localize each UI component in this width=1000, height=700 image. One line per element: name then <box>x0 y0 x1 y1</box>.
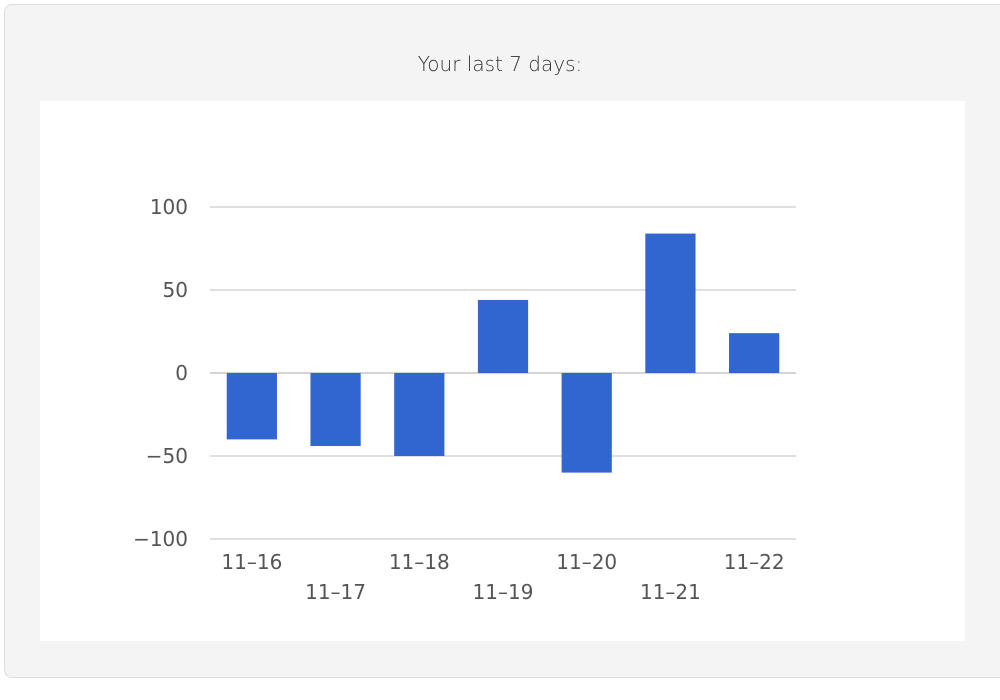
bar-11-17[interactable] <box>310 373 361 447</box>
x-tick-label: 11–17 <box>305 580 366 604</box>
chart-panel: 100 50 0 −50 −100 11–16 11–17 11–18 11–19 11–20 1… <box>40 101 965 641</box>
bar-11-22[interactable] <box>729 333 780 373</box>
x-axis-ticks: 11–16 11–17 11–18 11–19 11–20 11–21 11–22 <box>221 550 784 604</box>
bars <box>226 233 780 473</box>
y-tick-label: 50 <box>163 278 188 302</box>
bar-11-16[interactable] <box>226 373 277 440</box>
y-tick-label: −50 <box>146 444 188 468</box>
bar-11-21[interactable] <box>645 233 696 373</box>
bar-11-20[interactable] <box>561 373 612 473</box>
y-axis-ticks: 100 50 0 −50 −100 <box>133 195 188 551</box>
x-tick-label: 11–21 <box>640 580 701 604</box>
x-tick-label: 11–19 <box>473 580 534 604</box>
x-tick-label: 11–16 <box>221 550 282 574</box>
card-title: Your last 7 days: <box>417 52 583 76</box>
bar-11-19[interactable] <box>477 299 529 373</box>
y-tick-label: 0 <box>175 361 188 385</box>
x-tick-label: 11–22 <box>724 550 785 574</box>
x-tick-label: 11–20 <box>556 550 617 574</box>
y-tick-label: −100 <box>133 527 188 551</box>
y-tick-label: 100 <box>150 195 188 219</box>
bar-11-18[interactable] <box>394 373 445 456</box>
x-tick-label: 11–18 <box>389 550 450 574</box>
